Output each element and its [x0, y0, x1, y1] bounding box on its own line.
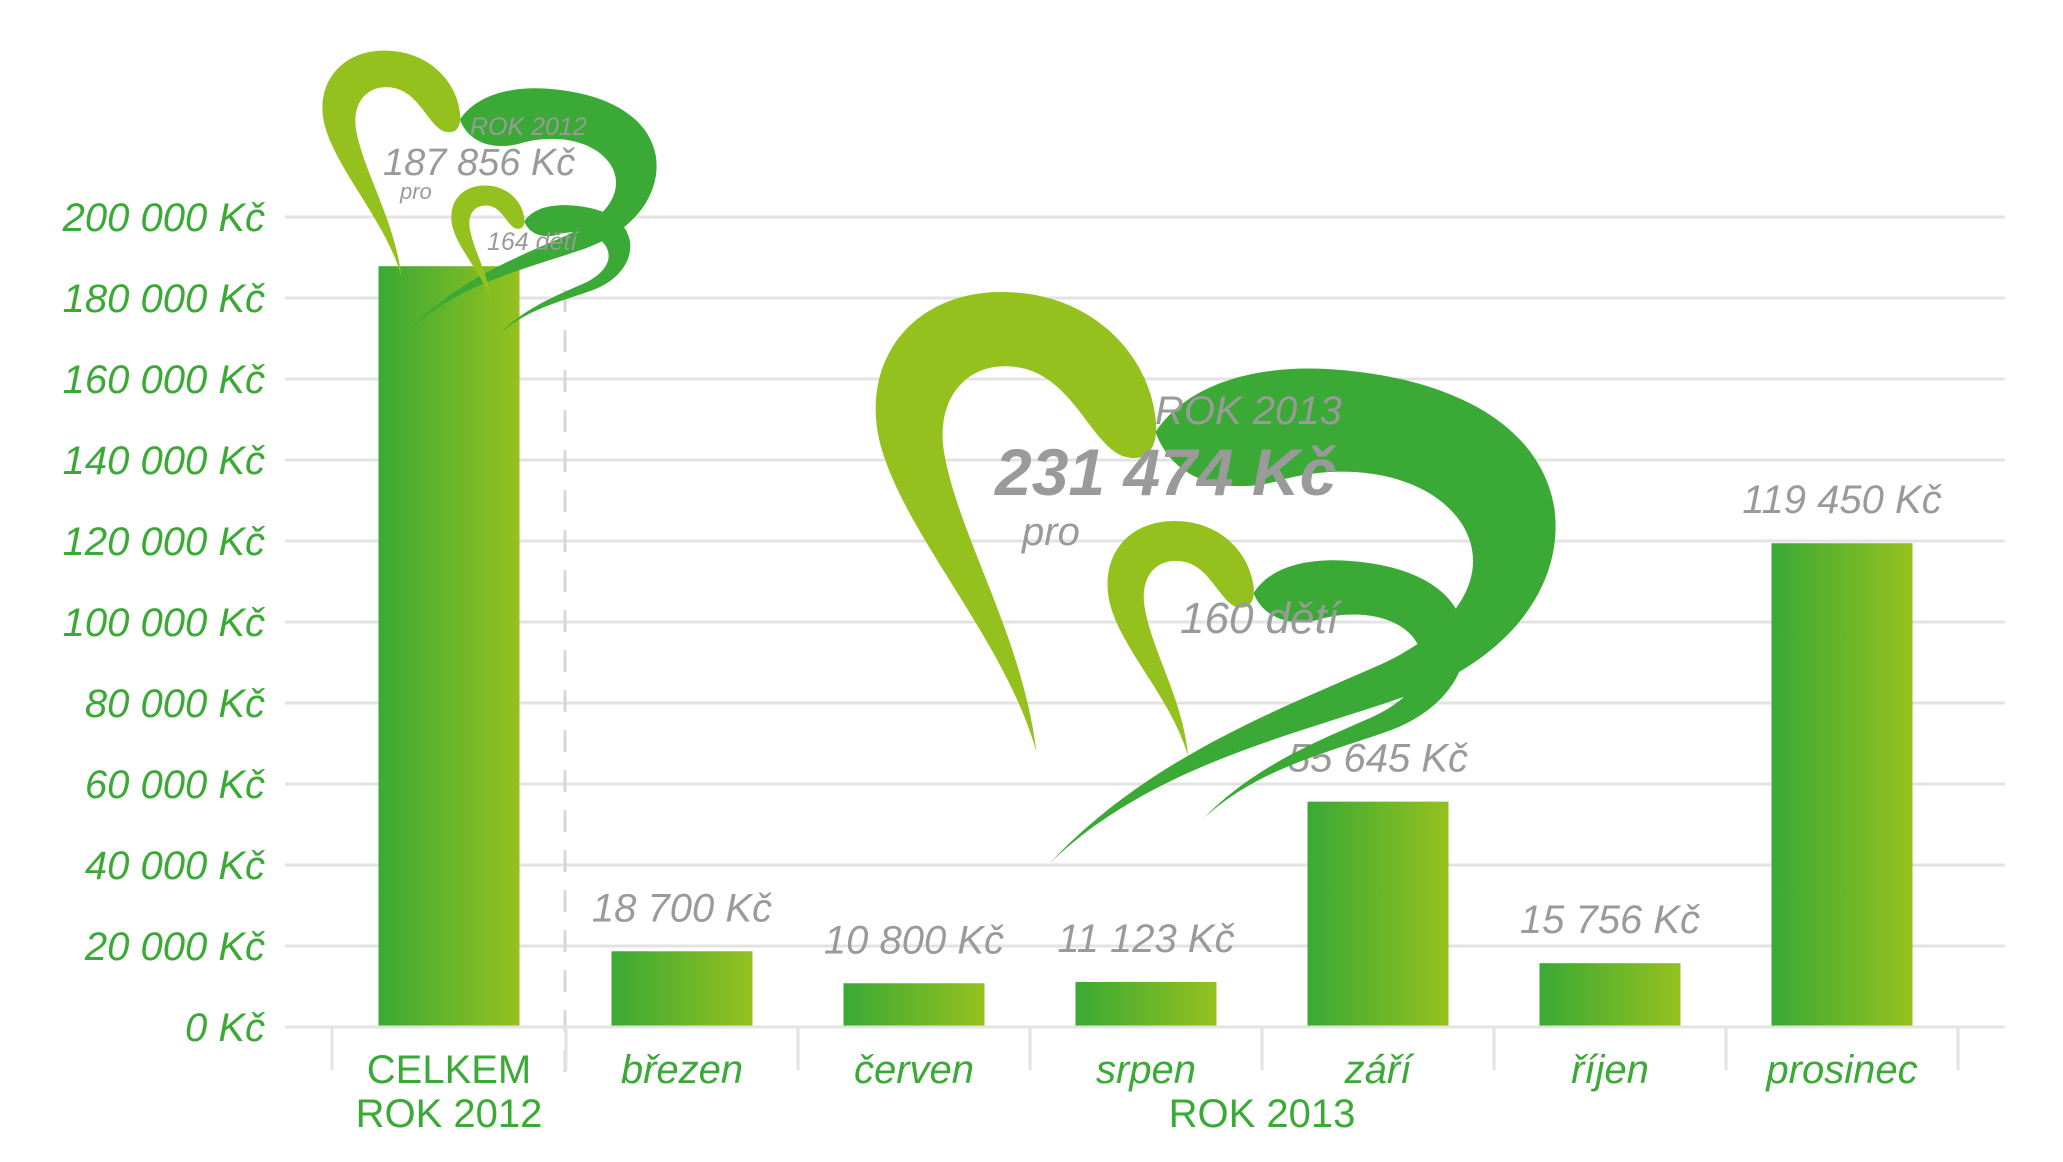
value-label: 11 123 Kč: [1057, 917, 1234, 961]
bar: [1539, 963, 1681, 1027]
x-category-label: březen: [621, 1048, 743, 1092]
badge-2013-pro: pro: [1021, 510, 1080, 554]
x-category-label: CELKEM: [367, 1048, 532, 1092]
heart-badge-2013: ROK 2013 231 474 Kč pro 160 dětí: [875, 292, 1556, 863]
y-tick-label: 160 000 Kč: [63, 358, 265, 402]
y-tick-label: 100 000 Kč: [63, 601, 265, 645]
y-tick-label: 20 000 Kč: [84, 925, 265, 969]
y-tick-label: 60 000 Kč: [85, 763, 265, 807]
value-label: 15 756 Kč: [1520, 898, 1700, 942]
bar: [1771, 543, 1913, 1027]
y-tick-label: 120 000 Kč: [63, 520, 265, 564]
y-tick-label: 80 000 Kč: [85, 682, 265, 726]
bar: [611, 951, 753, 1027]
y-tick-label: 200 000 Kč: [62, 196, 265, 240]
x-category-label: prosinec: [1765, 1048, 1917, 1092]
badge-2012-pro: pro: [399, 179, 432, 204]
badge-2012-children: 164 dětí: [487, 228, 579, 256]
value-label: 18 700 Kč: [592, 886, 772, 930]
value-label: 119 450 Kč: [1742, 478, 1941, 522]
badge-2013-children: 160 dětí: [1180, 594, 1343, 643]
x-category-label: říjen: [1571, 1048, 1649, 1092]
bar: [378, 266, 520, 1027]
badge-2013-amount: 231 474 Kč: [993, 435, 1337, 509]
x-category-label: ROK 2012: [356, 1092, 543, 1136]
x-axis: [285, 1025, 2005, 1070]
y-tick-label: 0 Kč: [185, 1006, 265, 1050]
badge-2012-year: ROK 2012: [470, 113, 587, 141]
heart-badge-2012: ROK 2012 187 856 Kč pro 164 dětí: [322, 50, 657, 336]
y-axis-tick-labels: 0 Kč 20 000 Kč 40 000 Kč 60 000 Kč 80 000 Kč…: [62, 196, 265, 1050]
badge-2012-amount: 187 856 Kč: [383, 142, 575, 184]
value-label: 10 800 Kč: [824, 918, 1004, 962]
y-tick-label: 140 000 Kč: [63, 439, 265, 483]
badge-2013-year: ROK 2013: [1155, 389, 1342, 433]
bars: [378, 266, 1913, 1027]
bar: [1307, 801, 1449, 1027]
x-category-label: červen: [854, 1048, 974, 1092]
x-category-label: září: [1344, 1048, 1416, 1092]
bar: [1075, 981, 1217, 1027]
group-label-rok-2013: ROK 2013: [1169, 1092, 1356, 1136]
y-tick-label: 40 000 Kč: [85, 844, 265, 888]
y-tick-label: 180 000 Kč: [63, 277, 265, 321]
bar: [843, 983, 985, 1027]
x-category-label: srpen: [1096, 1048, 1196, 1092]
